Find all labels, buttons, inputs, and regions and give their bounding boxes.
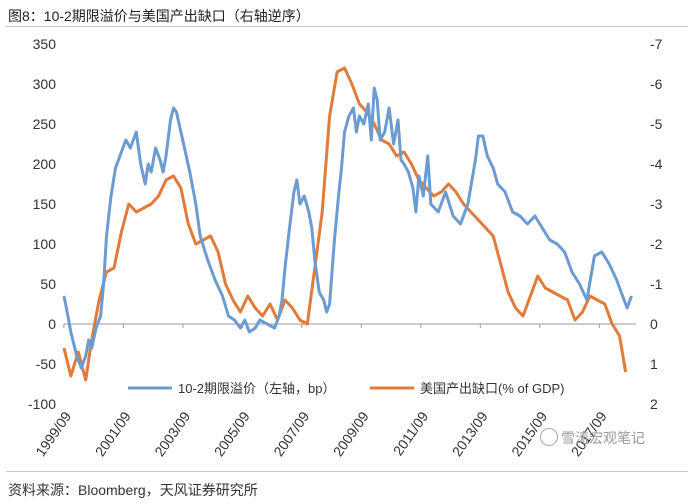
left-tick-label: -100 [28,396,56,412]
right-tick-label: 1 [650,356,658,372]
right-tick-label: -2 [650,236,663,252]
left-axis-ticks: 350 300 250 200 150 100 50 0 -50 -100 [28,36,56,412]
left-tick-label: 350 [33,36,57,52]
left-tick-label: 0 [48,316,56,332]
x-tick-label: 2011/09 [390,408,432,458]
left-tick-label: 300 [33,76,57,92]
wechat-icon [540,428,558,446]
watermark-text: 雪涛宏观笔记 [561,430,645,446]
x-tick-label: 2005/09 [211,408,253,459]
footer-divider [6,471,688,472]
right-axis-ticks: -7 -6 -5 -4 -3 -2 -1 0 1 2 [650,36,663,412]
right-tick-label: -4 [650,156,663,172]
left-tick-label: 100 [33,236,57,252]
left-tick-label: 250 [33,116,57,132]
x-tick-label: 2003/09 [151,408,193,459]
right-tick-label: -3 [650,196,663,212]
x-tick-label: 2009/09 [330,408,372,459]
title-divider [6,26,688,27]
chart-title: 图8：10-2期限溢价与美国产出缺口（右轴逆序） [8,8,310,24]
x-tick-label: 2001/09 [92,408,134,459]
right-tick-label: -5 [650,116,663,132]
right-tick-label: -6 [650,76,663,92]
right-tick-label: 0 [650,316,658,332]
series-layer [62,66,633,382]
right-tick-label: -1 [650,276,663,292]
left-tick-label: 200 [33,156,57,172]
left-tick-label: 150 [33,196,57,212]
left-tick-label: -50 [36,356,56,372]
left-tick-label: 50 [40,276,56,292]
legend-output-gap-label: 美国产出缺口(% of GDP) [420,381,564,396]
term-premium-line [62,86,633,370]
right-tick-label: 2 [650,396,658,412]
source-note: 资料来源：Bloomberg，天风证券研究所 [8,482,258,498]
watermark: 雪涛宏观笔记 [540,428,645,448]
right-tick-label: -7 [650,36,663,52]
x-tick-label: 2013/09 [449,408,491,459]
output-gap-line [62,66,628,382]
legend: 10-2期限溢价（左轴，bp） 美国产出缺口(% of GDP) [128,381,564,396]
x-tick-label: 1999/09 [32,408,74,459]
x-tick-label: 2007/09 [270,408,312,459]
legend-term-premium-label: 10-2期限溢价（左轴，bp） [178,381,335,396]
